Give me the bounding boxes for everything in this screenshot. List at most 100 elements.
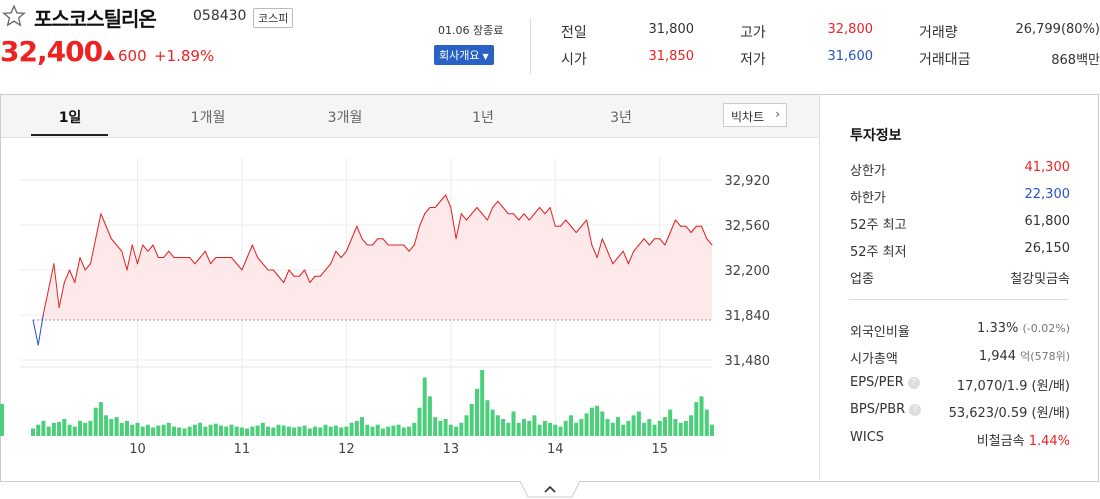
tab-1day[interactable]: 1일 [58,110,82,126]
volume-bar [506,422,511,436]
price-line-segment [105,225,112,240]
price-line-segment [627,250,635,265]
volume-bar [307,428,312,436]
price-line-segment [152,244,159,258]
bps-pbr-unit: (원/배) [1031,406,1070,421]
tab-1month[interactable]: 1개월 [190,110,226,126]
volume-bar [78,420,82,436]
volume-bar [642,422,647,436]
volume-bar [271,427,276,436]
volume-bar [542,420,547,436]
volume-bar [673,419,678,436]
volume-bar [166,422,171,436]
market-cap-unit: 억 [1020,350,1031,363]
price-line-segment [372,238,379,246]
price-line-segment [560,219,567,227]
help-icon[interactable]: ? [909,404,922,416]
company-overview-button[interactable]: 회사개요 ▼ [434,45,494,65]
price-line-segment [298,269,306,277]
favorite-star-icon[interactable] [2,4,26,28]
volume-bar [260,422,265,436]
volume-bar [161,424,166,436]
volume-bar [558,426,563,436]
price-line-segment [518,213,525,221]
wics: 비철금속 1.44% [950,430,1070,449]
price-line-segment [549,207,556,227]
volume-bar [438,420,443,436]
volume-bar [668,409,673,436]
help-icon[interactable]: ? [907,377,920,389]
price-line-segment [596,238,603,258]
price-line-segment [701,225,708,240]
volume-bar [182,428,187,436]
foreign-ratio-label: 외국인비율 [850,325,910,340]
change-rate: +1.89% [154,47,215,65]
low-label: 저가 [740,52,766,68]
volume-bar [354,420,359,436]
price-line-segment [351,225,358,240]
bps-pbr: 53,623/0.59 (원/배) [930,402,1070,421]
trade-value-value: 868백만 [1051,53,1100,68]
price-line-segment [126,244,133,271]
tab-3year[interactable]: 3년 [610,110,632,126]
price-line-segment [58,282,65,308]
price-line-segment [136,244,144,265]
wics-value[interactable]: 비철금속 [976,434,1025,449]
up-triangle-icon [103,50,115,60]
price-area-fill [33,195,712,320]
price-line-segment [591,244,598,258]
volume-bar [495,415,500,436]
tab-1year[interactable]: 1년 [472,110,494,126]
intraday-chart[interactable]: 32,920 32,560 32,200 31,840 31,480 10 11 12 13 14… [0,138,818,481]
volume-bar [579,419,584,436]
price-line-segment [481,213,488,221]
volume-bar [699,396,704,436]
volume-bar [266,426,270,436]
volume-bar [323,424,328,436]
industry-value[interactable]: 철강및금속 [1010,272,1070,287]
volume-bar [67,424,72,436]
big-chart-button[interactable]: 빅차트 › [723,103,787,127]
price-line-segment [53,263,60,308]
volume-bar [344,426,349,436]
volume-bar [245,428,250,436]
price-line-segment [168,250,175,258]
price-line-segment [204,250,212,265]
volume-value: 26,799(80%) [1015,22,1100,37]
open-label: 시가 [561,52,587,68]
volume-bar [663,417,667,436]
volume-bar [501,419,506,436]
volume-bar [72,426,77,436]
price-line-segment [309,275,316,283]
volume-bar [386,426,391,436]
volume-bar [140,426,145,436]
price-change-value: 600 [118,47,147,65]
market-cap-rank: (578위) [1030,350,1070,363]
price-line-segment [324,263,332,271]
company-overview-label: 회사개요 [439,49,480,62]
volume-bar [589,407,594,436]
prev-close-label: 전일 [561,25,587,41]
volume-bar [292,427,297,436]
prev-close-value: 31,800 [648,22,695,37]
collapse-chart-button[interactable] [520,481,580,499]
volume-bar [595,405,600,436]
volume-bar [57,421,62,436]
wics-rate: 1.44% [1028,434,1070,449]
eps-per-row: EPS/PER? [850,375,920,390]
volume-bar [553,424,558,436]
price-line-segment [37,313,44,346]
volume-bar [250,426,255,436]
price-line-segment [382,238,389,246]
volume-bar [454,426,459,436]
volume-bar [469,403,474,436]
volume-bar [621,424,626,436]
volume-bar [62,419,67,436]
volume-bar [276,424,281,436]
price-line-segment [116,244,123,252]
tab-3month[interactable]: 3개월 [327,110,363,126]
low-52w-value: 26,150 [1024,241,1071,256]
volume-bar [255,425,260,436]
volume-bar [490,409,495,436]
volume-bar [417,407,422,436]
